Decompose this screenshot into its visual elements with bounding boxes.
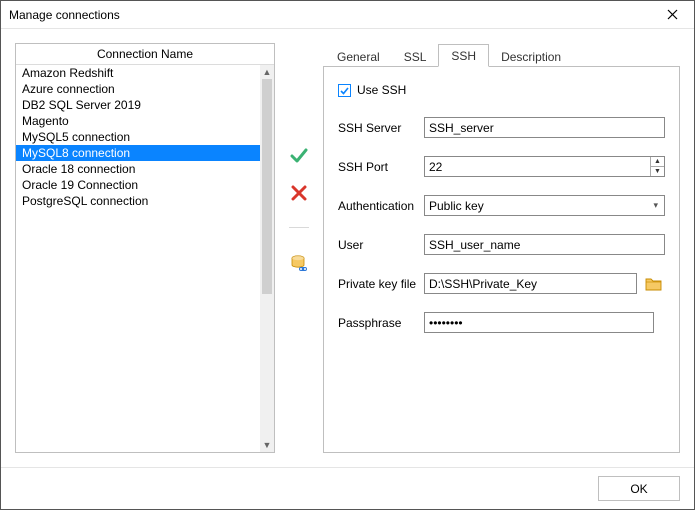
private-key-input[interactable]	[424, 273, 637, 294]
connection-item[interactable]: Azure connection	[16, 81, 260, 97]
ssh-tab-pane: Use SSH SSH Server SSH Port 22 ▲ ▼	[323, 67, 680, 453]
apply-icon[interactable]	[290, 147, 308, 163]
auth-label: Authentication	[338, 199, 424, 213]
connection-list-header: Connection Name	[16, 44, 274, 65]
connection-item[interactable]: Oracle 19 Connection	[16, 177, 260, 193]
scroll-up-icon[interactable]: ▲	[260, 65, 274, 79]
spin-down-icon[interactable]: ▼	[651, 167, 664, 176]
tab-bar: GeneralSSLSSHDescription	[323, 43, 680, 67]
scroll-thumb[interactable]	[262, 79, 272, 294]
chevron-down-icon: ▾	[649, 200, 662, 211]
tab-general[interactable]: General	[325, 46, 392, 67]
ssh-server-input[interactable]	[424, 117, 665, 138]
connection-list: Connection Name Amazon RedshiftAzure con…	[15, 43, 275, 453]
auth-value: Public key	[429, 199, 484, 213]
passphrase-input[interactable]	[424, 312, 654, 333]
folder-icon	[645, 276, 663, 292]
ssh-user-input[interactable]	[424, 234, 665, 255]
list-scrollbar[interactable]: ▲ ▼	[260, 65, 274, 452]
check-icon	[339, 85, 350, 96]
use-ssh-checkbox[interactable]	[338, 84, 351, 97]
tab-ssh[interactable]: SSH	[438, 44, 489, 67]
ssh-port-value[interactable]: 22	[425, 157, 650, 176]
private-key-label: Private key file	[338, 277, 424, 291]
close-icon	[667, 9, 678, 20]
ssh-port-label: SSH Port	[338, 160, 424, 174]
connection-list-items[interactable]: Amazon RedshiftAzure connectionDB2 SQL S…	[16, 65, 260, 452]
use-ssh-label: Use SSH	[357, 83, 406, 97]
connection-item[interactable]: Magento	[16, 113, 260, 129]
tab-ssl[interactable]: SSL	[392, 46, 439, 67]
close-button[interactable]	[658, 1, 686, 29]
toolbar-separator	[289, 227, 309, 228]
auth-select[interactable]: Public key ▾	[424, 195, 665, 216]
database-link-icon[interactable]	[289, 254, 309, 274]
window-title: Manage connections	[9, 8, 658, 22]
connection-item[interactable]: Amazon Redshift	[16, 65, 260, 81]
passphrase-label: Passphrase	[338, 316, 424, 330]
user-label: User	[338, 238, 424, 252]
connection-item[interactable]: MySQL5 connection	[16, 129, 260, 145]
ok-button[interactable]: OK	[598, 476, 680, 501]
connection-item[interactable]: Oracle 18 connection	[16, 161, 260, 177]
scroll-down-icon[interactable]: ▼	[260, 438, 274, 452]
connection-item[interactable]: MySQL8 connection	[16, 145, 260, 161]
ssh-server-label: SSH Server	[338, 121, 424, 135]
browse-button[interactable]	[643, 273, 665, 294]
delete-icon[interactable]	[291, 185, 307, 201]
spin-up-icon[interactable]: ▲	[651, 157, 664, 167]
ssh-port-spinner[interactable]: 22 ▲ ▼	[424, 156, 665, 177]
tab-description[interactable]: Description	[489, 46, 573, 67]
connection-item[interactable]: PostgreSQL connection	[16, 193, 260, 209]
connection-item[interactable]: DB2 SQL Server 2019	[16, 97, 260, 113]
